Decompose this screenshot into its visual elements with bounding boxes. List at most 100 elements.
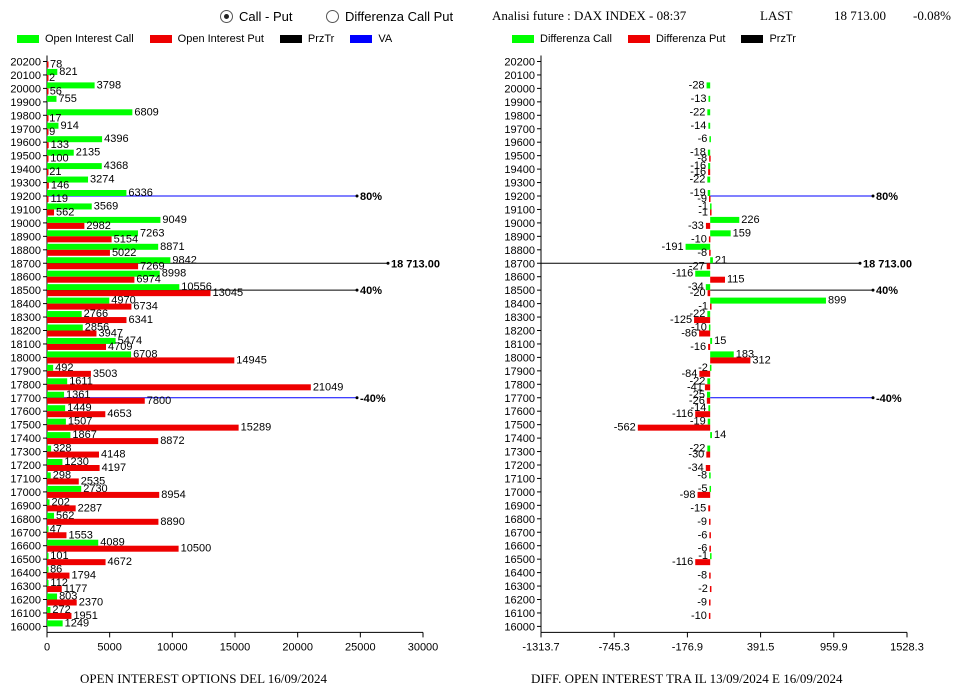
- put-bar: [705, 222, 711, 229]
- y-tick-label: 18400: [10, 299, 41, 311]
- call-data-label: 3569: [94, 200, 118, 212]
- call-data-label: -1: [698, 550, 708, 562]
- annotation-marker: [858, 261, 862, 265]
- header-last-label: LAST: [760, 8, 793, 23]
- call-data-label: 8998: [162, 268, 186, 280]
- call-bar: [47, 553, 49, 560]
- y-tick-label: 18300: [504, 312, 535, 324]
- y-tick-label: 18200: [504, 326, 535, 338]
- call-bar: [47, 432, 71, 439]
- annotation-label: -40%: [360, 393, 386, 405]
- call-data-label: -8: [697, 469, 707, 481]
- x-tick-label: 10000: [157, 641, 188, 653]
- y-tick-label: 19900: [10, 97, 41, 109]
- x-tick-label: 5000: [97, 641, 121, 653]
- call-bar: [709, 485, 712, 492]
- call-bar: [47, 539, 99, 546]
- put-data-label: 100: [50, 153, 68, 165]
- put-bar: [47, 424, 239, 431]
- call-bar: [709, 364, 712, 371]
- y-tick-label: 16500: [10, 554, 41, 566]
- y-tick-label: 16400: [10, 568, 41, 580]
- annotation-marker: [355, 396, 359, 400]
- call-data-label: -2: [698, 362, 708, 374]
- put-bar: [709, 196, 711, 202]
- x-tick-label: -745.3: [599, 641, 630, 653]
- put-data-label: 6974: [136, 274, 160, 286]
- y-tick-label: 16800: [504, 514, 535, 526]
- put-data-label: -27: [689, 260, 705, 272]
- y-tick-label: 16100: [504, 608, 535, 620]
- call-bar: [708, 405, 711, 412]
- y-tick-label: 19200: [10, 191, 41, 203]
- call-data-label: 9049: [162, 214, 186, 226]
- radio-differenza-dot[interactable]: [326, 10, 339, 23]
- radio-differenza[interactable]: Differenza Call Put: [326, 9, 453, 24]
- put-data-label: -1: [698, 301, 708, 313]
- call-data-label: 6809: [134, 106, 158, 118]
- put-bar: [47, 169, 49, 176]
- annotation-label: 18 713.00: [863, 258, 912, 270]
- y-tick-label: 16400: [504, 568, 535, 580]
- call-data-label: -16: [690, 160, 706, 172]
- call-bar: [708, 163, 711, 170]
- y-tick-label: 18900: [504, 231, 535, 243]
- annotation-label: 80%: [876, 191, 898, 203]
- y-tick-label: 16300: [504, 581, 535, 593]
- y-tick-label: 17200: [504, 460, 535, 472]
- put-data-label: 8954: [161, 489, 185, 501]
- y-tick-label: 18500: [10, 285, 41, 297]
- call-bar: [47, 485, 82, 492]
- put-bar: [47, 370, 91, 377]
- call-bar: [708, 122, 711, 129]
- x-tick-label: 25000: [345, 641, 376, 653]
- y-tick-label: 16300: [10, 581, 41, 593]
- put-data-label: 4709: [108, 341, 132, 353]
- put-data-label: 15289: [241, 422, 272, 434]
- y-tick-label: 17700: [10, 393, 41, 405]
- y-tick-label: 18600: [504, 272, 535, 284]
- put-data-label: 8872: [160, 435, 184, 447]
- y-tick-label: 17000: [10, 487, 41, 499]
- annotation-label: 18 713.00: [391, 258, 440, 270]
- y-tick-label: 19400: [10, 164, 41, 176]
- put-bar: [47, 88, 49, 95]
- y-tick-label: 17400: [504, 433, 535, 445]
- y-tick-label: 19000: [10, 218, 41, 230]
- put-data-label: -16: [690, 341, 706, 353]
- call-bar: [47, 620, 63, 627]
- put-bar: [637, 424, 711, 431]
- call-bar: [47, 311, 82, 318]
- annotation-marker: [355, 194, 359, 198]
- annotation-label: 40%: [876, 285, 898, 297]
- call-data-label: 821: [59, 66, 77, 78]
- put-data-label: -15: [690, 502, 706, 514]
- put-data-label: 21049: [313, 381, 344, 393]
- y-tick-label: 19600: [504, 137, 535, 149]
- call-bar: [47, 364, 54, 371]
- put-bar: [699, 330, 711, 337]
- put-bar: [695, 559, 711, 566]
- y-tick-label: 18400: [504, 299, 535, 311]
- put-bar: [710, 357, 751, 364]
- x-tick-label: 1528.3: [890, 641, 924, 653]
- put-bar: [709, 155, 711, 162]
- call-bar: [47, 176, 89, 183]
- put-data-label: 4653: [107, 408, 131, 420]
- radio-call-put[interactable]: Call - Put: [220, 9, 292, 24]
- call-data-label: 15: [714, 335, 726, 347]
- put-data-label: -1: [698, 206, 708, 218]
- call-data-label: -13: [691, 93, 707, 105]
- put-bar: [709, 545, 711, 552]
- y-tick-label: 17300: [504, 447, 535, 459]
- call-bar: [47, 566, 49, 573]
- y-tick-label: 18000: [504, 352, 535, 364]
- put-data-label: 8890: [160, 516, 184, 528]
- call-bar: [47, 405, 66, 412]
- call-data-label: -22: [689, 106, 705, 118]
- radio-call-put-dot[interactable]: [220, 10, 233, 23]
- put-data-label: 10500: [181, 543, 212, 555]
- put-data-label: -125: [670, 314, 692, 326]
- call-bar: [47, 445, 52, 452]
- annotation-label: 80%: [360, 191, 382, 203]
